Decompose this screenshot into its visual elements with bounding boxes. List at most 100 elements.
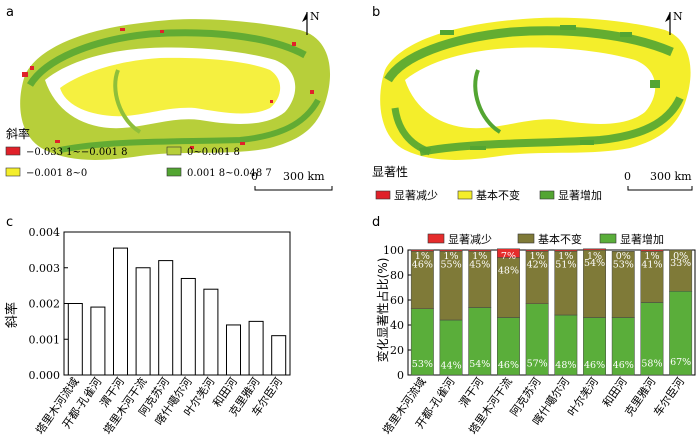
scale-bar-a: 0 300 km: [251, 170, 333, 191]
increase-patches: [440, 25, 660, 150]
scale-bar-b: 0 300 km: [624, 170, 693, 191]
chart-d-bar-segment: [525, 249, 549, 252]
legend-label-a0: −0.033 1~−0.001 8: [26, 147, 127, 158]
chart-d-legend-label: 显著增加: [620, 232, 664, 246]
chart-d-bar-segment: [669, 249, 693, 292]
chart-d-data-label: 46%: [498, 360, 519, 371]
west-green-belt-b: [391, 107, 432, 156]
legend-label-a3: 0.001 8~0.048 7: [187, 168, 272, 179]
chart-d-data-label: 55%: [440, 259, 461, 270]
desert-interior-b: [405, 47, 656, 129]
chart-d-data-label: 53%: [613, 259, 634, 270]
chart-d-data-label: 42%: [527, 259, 548, 270]
chart-d-xtick-label: 和田河: [600, 375, 630, 409]
chart-d-bar-segment: [640, 249, 664, 252]
south-green-belt: [59, 98, 321, 153]
chart-c-bar: [248, 320, 264, 376]
chart-d-data-label: 1%: [587, 251, 602, 262]
chart-d-frame: [407, 249, 696, 376]
chart-d-ytick-label: 40: [390, 319, 404, 332]
chart-c-bar: [135, 267, 151, 376]
panel-a-letter: a: [6, 5, 14, 20]
chart-d-data-label: 67%: [670, 357, 691, 368]
legend-swatch-b1: [457, 190, 473, 200]
river-corridor-b: [473, 69, 502, 134]
legend-label-b2: 显著增加: [558, 188, 602, 202]
chart-d-ytick-label: 20: [390, 344, 404, 357]
chart-d-data-label: 54%: [469, 359, 490, 370]
chart-c-ytick-label: 0.003: [29, 262, 61, 275]
scale-label-b: 300 km: [650, 170, 692, 183]
chart-c-bar: [112, 247, 129, 376]
river-corridor: [113, 69, 142, 134]
chart-d-data-label: 58%: [641, 358, 662, 369]
chart-d-data-label: 33%: [670, 258, 691, 269]
chart-d-ytick-label: 100: [383, 244, 404, 257]
chart-d-data-label: 48%: [555, 360, 576, 371]
legend-b: 显著减少 基本不变 显著增加: [375, 188, 602, 202]
panel-c: c 斜率 0.0000.0010.0020.0030.004塔里木河流域开都-孔…: [4, 215, 291, 437]
chart-c: 0.0000.0010.0020.0030.004塔里木河流域开都-孔雀河渭干河…: [29, 226, 291, 437]
chart-c-bar: [203, 288, 219, 376]
chart-d-data-label: 1%: [472, 251, 487, 262]
chart-c-bar: [271, 335, 287, 376]
north-green-belt: [27, 29, 307, 87]
chart-d-data-label: 1%: [558, 251, 573, 262]
chart-c-bar: [158, 260, 174, 376]
chart-d-legend-label: 基本不变: [538, 232, 582, 246]
chart-c-ylabel: 斜率: [4, 302, 20, 328]
chart-d-data-label: 0%: [616, 251, 631, 262]
chart-d-data-label: 51%: [555, 259, 576, 270]
decrease-patches: [22, 28, 314, 149]
chart-c-bar: [90, 306, 106, 376]
chart-d-data-label: 46%: [613, 360, 634, 371]
panel-d: d 变化显著性占比(%) 0 20 40 60 80 100 显著减少 基本不变 显著增加 53%…: [372, 215, 696, 437]
legend-title-a: 斜率: [6, 126, 30, 141]
chart-d-data-label: 1%: [415, 251, 430, 262]
panel-d-letter: d: [372, 215, 380, 230]
chart-c-ytick-label: 0.001: [29, 333, 61, 346]
chart-d-data-label: 7%: [501, 251, 516, 262]
north-label-b: N: [673, 10, 683, 23]
chart-d-data-label: 45%: [469, 259, 490, 270]
chart-d-legend-swatch: [427, 233, 445, 244]
scale-label-a: 300 km: [283, 170, 325, 183]
chart-c-ytick-label: 0.000: [29, 369, 61, 382]
chart-d-bar-segment: [611, 251, 635, 318]
chart-d-bar-segment: [410, 249, 434, 252]
chart-c-ytick-label: 0.002: [29, 298, 61, 311]
scale-zero-a: 0: [251, 170, 258, 183]
chart-d-legend-swatch: [517, 233, 535, 244]
legend-swatch-a3: [166, 167, 182, 177]
chart-d-legend-label: 显著减少: [448, 232, 492, 246]
panel-b-letter: b: [372, 5, 380, 20]
chart-c-bar: [225, 324, 242, 376]
north-green-belt-b: [384, 26, 674, 83]
chart-d-bar-segment: [497, 248, 520, 258]
chart-d-xtick-label: 渭干河: [457, 375, 487, 409]
legend-swatch-b0: [375, 190, 391, 200]
legend-swatch-b2: [539, 190, 555, 200]
chart-d-legend-swatch: [599, 233, 617, 244]
north-arrow-a: N: [302, 10, 320, 35]
basin-map-slope: [20, 19, 331, 160]
legend-swatch-a0: [5, 146, 21, 156]
chart-c-bar: [180, 277, 196, 376]
north-label-a: N: [310, 10, 320, 23]
chart-d-data-label: 41%: [641, 259, 662, 270]
chart-d-data-label: 54%: [584, 258, 605, 269]
chart-d-ytick-label: 80: [390, 269, 404, 282]
chart-d-data-label: 44%: [440, 360, 461, 371]
chart-d-data-label: 48%: [498, 266, 519, 277]
scale-zero-b: 0: [624, 170, 631, 183]
panel-a: a N 斜率 −0.033 1~−0.001 8: [5, 5, 333, 191]
chart-d-ytick-label: 60: [390, 294, 404, 307]
chart-d-data-label: 46%: [584, 360, 605, 371]
chart-d-data-label: 53%: [412, 359, 433, 370]
chart-d-bar-segment: [439, 249, 463, 252]
legend-a: −0.033 1~−0.001 8 0~0.001 8 −0.001 8~0 0…: [5, 146, 272, 179]
basin-map-significance: [380, 17, 691, 160]
north-arrow-b: N: [665, 10, 683, 35]
